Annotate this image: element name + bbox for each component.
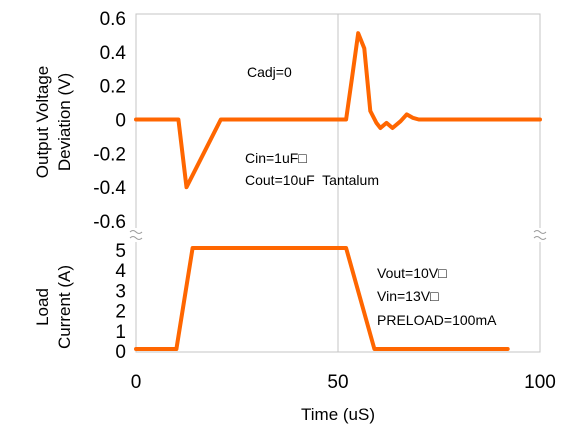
- x-tick-label: 100: [524, 372, 556, 393]
- upper-y-tick-label: 0.6: [100, 9, 126, 30]
- lower-y-tick-label: 5: [115, 241, 126, 262]
- axis-break-marks: [129, 228, 547, 242]
- upper-y-tick-label: 0.4: [100, 43, 127, 64]
- load-current-line-0: [134, 246, 510, 351]
- grid: [135, 14, 541, 352]
- annotation-cout: Cout=10uF Tantalum: [245, 172, 379, 188]
- annotation-vin: Vin=13V□: [377, 288, 439, 304]
- voltage-deviation-line-0: [134, 31, 542, 190]
- upper-y-tick-label: 0.2: [100, 77, 126, 98]
- lower-ylabel-line1: Load: [33, 288, 52, 326]
- lower-y-tick-label: 2: [115, 302, 126, 323]
- lower-y-tick-label: 3: [115, 281, 126, 302]
- annotation-cin: Cin=1uF□: [245, 150, 307, 166]
- annotation-cadj: Cadj=0: [247, 64, 292, 80]
- x-tick-label: 50: [327, 372, 348, 393]
- annotation-vout: Vout=10V□: [377, 265, 447, 281]
- break-gap-1: [534, 228, 546, 242]
- traces: [134, 31, 542, 351]
- upper-y-tick-label: -0.2: [93, 144, 126, 165]
- lower-y-tick-label: 4: [115, 261, 126, 282]
- break-gap-0: [130, 228, 142, 242]
- lower-ylabel-line2: Current (A): [55, 265, 74, 349]
- upper-y-tick-label: 0: [115, 111, 126, 132]
- annotation-preload: PRELOAD=100mA: [377, 312, 497, 328]
- upper-y-tick-label: -0.4: [93, 178, 126, 199]
- upper-y-tick-label: -0.6: [93, 212, 126, 233]
- break-mark-0: [129, 230, 143, 240]
- break-mark-1: [533, 230, 547, 240]
- upper-ylabel-line2: Deviation (V): [55, 73, 74, 171]
- x-tick-label: 0: [131, 372, 142, 393]
- upper-ylabel-line1: Output Voltage: [33, 66, 52, 178]
- x-axis-label: Time (uS): [301, 405, 375, 424]
- lower-y-tick-label: 0: [115, 342, 126, 363]
- lower-y-tick-label: 1: [115, 322, 126, 343]
